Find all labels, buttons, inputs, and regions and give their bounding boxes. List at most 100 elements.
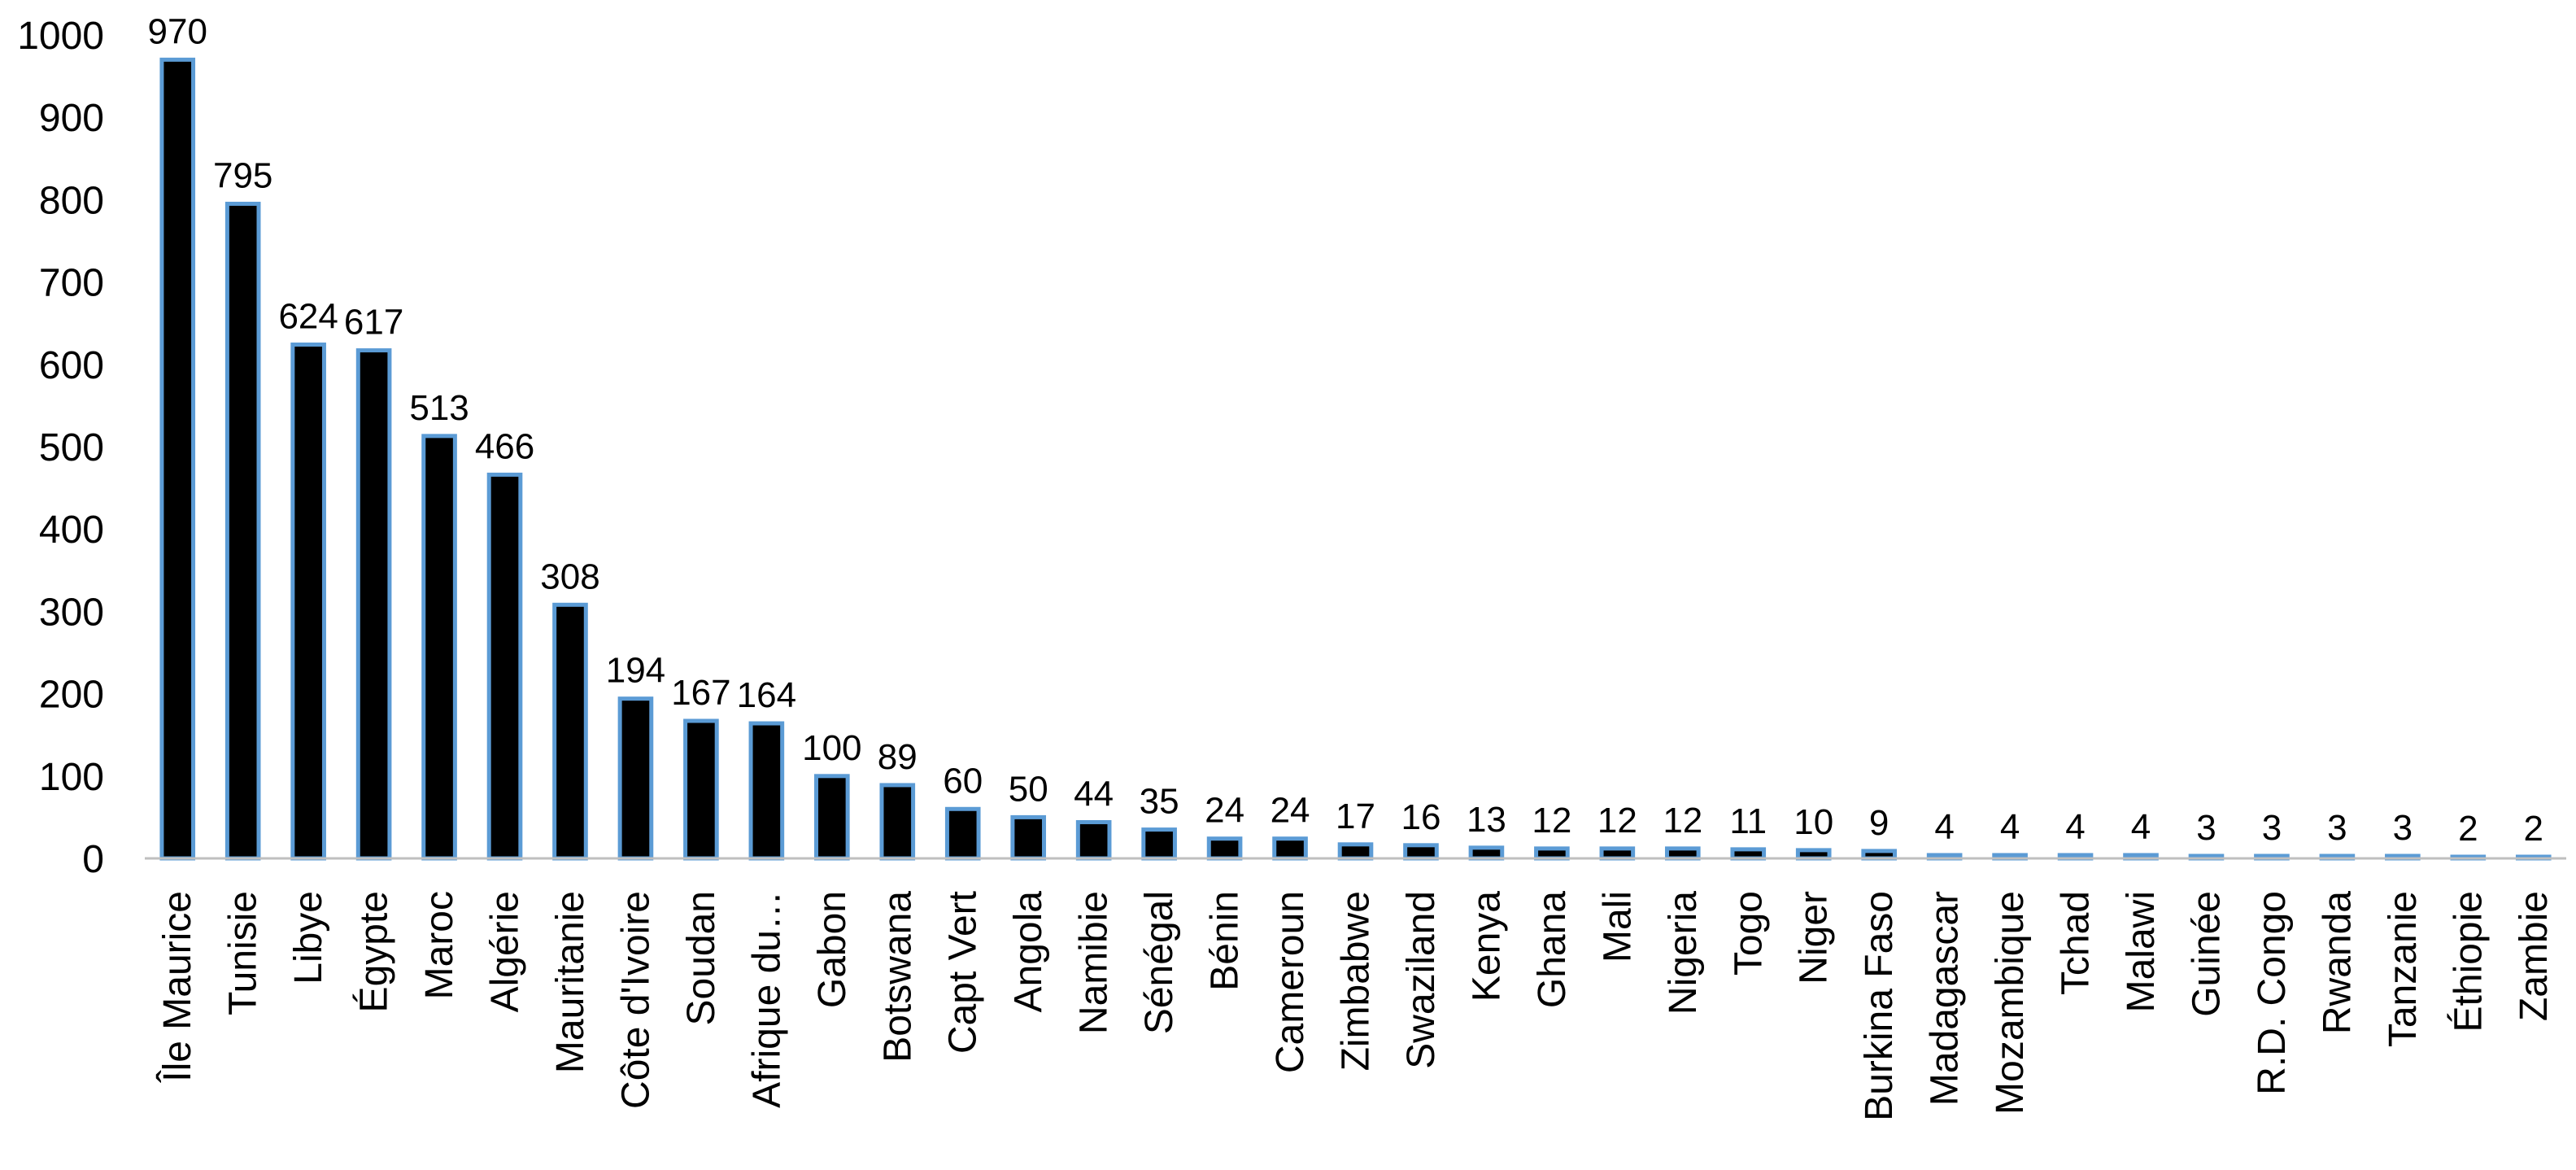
category-label: Mozambique bbox=[1989, 891, 2032, 1115]
data-label: 35 bbox=[1140, 782, 1179, 822]
data-label: 89 bbox=[878, 737, 918, 777]
data-label: 2 bbox=[2458, 809, 2478, 849]
category-label: Libye bbox=[287, 891, 330, 984]
bar bbox=[1403, 843, 1439, 861]
category-label: Malawi bbox=[2120, 891, 2163, 1012]
bar bbox=[1206, 836, 1243, 861]
data-label: 970 bbox=[148, 11, 207, 51]
bar bbox=[683, 718, 719, 861]
category-label: Égypte bbox=[353, 891, 396, 1012]
data-label: 466 bbox=[475, 426, 534, 466]
data-label: 2 bbox=[2524, 809, 2543, 849]
y-tick-label: 1000 bbox=[17, 15, 104, 58]
category-label: Rwanda bbox=[2316, 891, 2359, 1034]
category-label: Guinée bbox=[2185, 891, 2228, 1017]
data-label: 60 bbox=[943, 761, 983, 801]
category-label: Kenya bbox=[1465, 891, 1508, 1002]
category-label: Mauritanie bbox=[549, 891, 592, 1073]
bar bbox=[1664, 846, 1701, 861]
category-label: Tchad bbox=[2055, 891, 2098, 995]
category-label: Éthiopie bbox=[2447, 891, 2490, 1032]
category-label: Nigeria bbox=[1662, 891, 1705, 1015]
data-label: 50 bbox=[1009, 769, 1048, 809]
y-tick-label: 400 bbox=[39, 509, 104, 552]
category-label: Bénin bbox=[1204, 891, 1247, 991]
category-label: Maroc bbox=[418, 891, 461, 999]
category-label: Ghana bbox=[1531, 891, 1574, 1008]
data-label: 624 bbox=[278, 297, 338, 337]
category-label: Sénégal bbox=[1138, 891, 1181, 1034]
bar bbox=[290, 343, 326, 861]
category-label: Algérie bbox=[484, 891, 527, 1012]
bar bbox=[1075, 819, 1112, 861]
category-label: Zimbabwe bbox=[1335, 891, 1378, 1071]
bar bbox=[1730, 847, 1767, 861]
bar bbox=[421, 434, 457, 861]
data-label: 4 bbox=[1934, 807, 1954, 847]
data-label: 167 bbox=[671, 673, 730, 713]
bar bbox=[1534, 846, 1570, 861]
data-label: 10 bbox=[1794, 802, 1833, 842]
bar bbox=[1599, 846, 1636, 861]
data-label: 12 bbox=[1532, 801, 1571, 840]
data-label: 4 bbox=[2065, 807, 2085, 847]
bar bbox=[1010, 814, 1047, 861]
category-label: Soudan bbox=[680, 891, 723, 1026]
data-label: 44 bbox=[1074, 774, 1114, 814]
category-label: Swaziland bbox=[1400, 891, 1443, 1069]
bar bbox=[224, 201, 261, 861]
category-label: Cameroun bbox=[1269, 891, 1312, 1073]
category-label: Capt Vert bbox=[942, 891, 985, 1054]
data-label: 12 bbox=[1597, 801, 1637, 840]
category-label: Togo bbox=[1727, 891, 1770, 976]
category-label: Mali bbox=[1596, 891, 1639, 963]
category-label: Côte d'Ivoire bbox=[614, 891, 657, 1109]
data-label: 17 bbox=[1336, 797, 1375, 836]
category-label: Namibie bbox=[1073, 891, 1116, 1034]
data-label: 24 bbox=[1205, 791, 1244, 831]
bar bbox=[1141, 827, 1177, 861]
data-label: 11 bbox=[1729, 801, 1767, 841]
data-label: 513 bbox=[409, 388, 469, 428]
category-label: Tunisie bbox=[222, 891, 265, 1015]
category-label: Burkina Faso bbox=[1858, 891, 1901, 1121]
data-label: 3 bbox=[2196, 808, 2216, 848]
y-tick-label: 900 bbox=[39, 97, 104, 140]
bar bbox=[552, 602, 588, 861]
data-label: 4 bbox=[2131, 807, 2151, 847]
data-label: 3 bbox=[2393, 808, 2413, 848]
data-label: 100 bbox=[802, 728, 861, 768]
data-label: 617 bbox=[344, 303, 403, 343]
data-label: 3 bbox=[2327, 808, 2347, 848]
data-label: 164 bbox=[737, 675, 796, 715]
bar bbox=[486, 472, 523, 861]
bar bbox=[617, 696, 654, 861]
y-axis-ticks: 0 100 200 300 400 500 600 700 800 900 1000 bbox=[17, 15, 104, 881]
bar bbox=[814, 774, 850, 861]
bar bbox=[355, 348, 392, 861]
data-label: 24 bbox=[1271, 791, 1310, 831]
bar bbox=[1468, 845, 1505, 861]
category-label: Niger bbox=[1793, 891, 1836, 984]
bar bbox=[944, 806, 981, 861]
category-label: Zambie bbox=[2513, 891, 2556, 1021]
data-label: 308 bbox=[540, 557, 599, 596]
bar bbox=[1337, 842, 1374, 861]
category-labels: Île Maurice Tunisie Libye Égypte Maroc Algéri… bbox=[156, 891, 2556, 1121]
category-label: Gabon bbox=[811, 891, 854, 1008]
bar bbox=[1795, 848, 1832, 861]
bars bbox=[159, 57, 2552, 861]
bar bbox=[879, 783, 916, 861]
category-label: Afrique du… bbox=[745, 891, 788, 1108]
data-label: 194 bbox=[606, 651, 665, 691]
category-label: Tanzanie bbox=[2382, 891, 2425, 1047]
bar bbox=[1272, 836, 1308, 861]
category-label: Botswana bbox=[876, 891, 919, 1063]
y-tick-label: 800 bbox=[39, 179, 104, 222]
y-tick-label: 600 bbox=[39, 344, 104, 387]
data-label: 9 bbox=[1869, 803, 1889, 843]
data-label: 12 bbox=[1663, 801, 1702, 840]
y-tick-label: 500 bbox=[39, 426, 104, 469]
